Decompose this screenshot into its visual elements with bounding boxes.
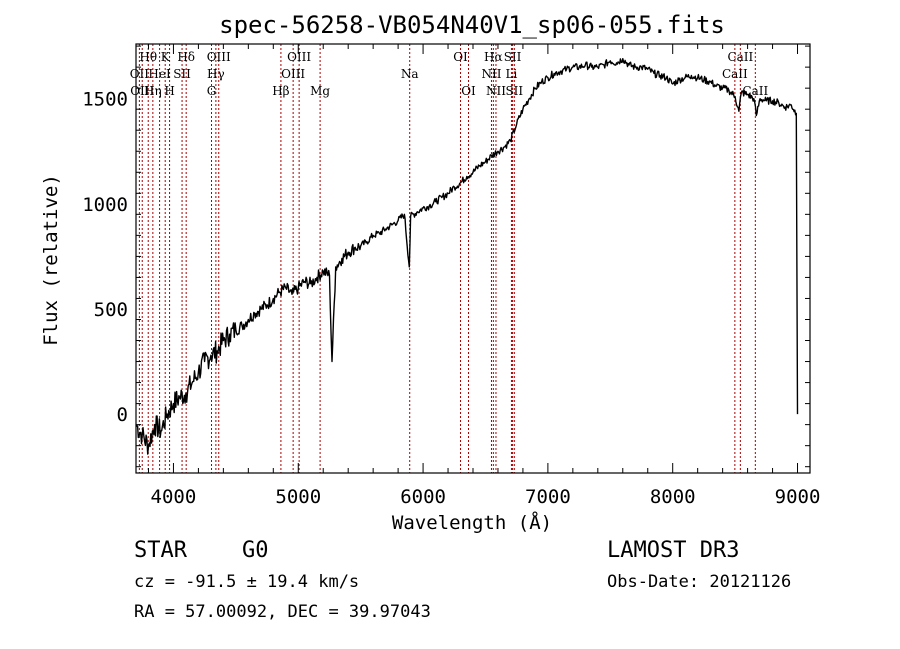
tick-label: 7000	[525, 486, 571, 508]
tick-label: 4000	[151, 486, 197, 508]
tick-label: 6000	[400, 486, 446, 508]
axis-ticks: 4000 5000 6000 7000 8000 9000 0 500 1000 1500	[82, 44, 820, 508]
spectral-line-label: SII	[173, 67, 191, 81]
spectral-line-label: Hθ	[139, 50, 157, 64]
survey-name: LAMOST DR3	[607, 538, 740, 563]
tick-label: 8000	[650, 486, 696, 508]
coordinates-text: RA = 57.00092, DEC = 39.97043	[134, 602, 431, 622]
object-class: STAR	[134, 538, 187, 563]
spectral-line-label: CaII	[742, 84, 768, 98]
tick-label: 5000	[275, 486, 321, 508]
spectral-line-label: NII	[486, 84, 506, 98]
tick-label: 1500	[82, 89, 128, 111]
spectral-line-label: OIII	[207, 50, 231, 64]
spectral-line-label: OI	[453, 50, 468, 64]
obs-date-text: Obs-Date: 20121126	[607, 572, 792, 592]
spectral-line-label: K	[161, 50, 171, 64]
spectral-line-label: Na	[401, 67, 419, 81]
spectral-line-label: OII	[130, 67, 150, 81]
spectral-line-label: G	[207, 84, 217, 98]
spectral-line-label: Mg	[310, 84, 330, 98]
spectral-line-label: NII	[481, 67, 501, 81]
spectral-line-label: Hβ	[272, 84, 289, 98]
tick-label: 1000	[82, 194, 128, 216]
spectral-line-label: H	[164, 84, 174, 98]
spectrum-line	[135, 58, 799, 455]
spectral-line-label: SII	[505, 84, 523, 98]
spectral-line-label: Li	[506, 67, 518, 81]
spectral-line-label: OI	[461, 84, 476, 98]
object-subclass: G0	[242, 538, 269, 563]
y-axis-label: Flux (relative)	[40, 174, 62, 346]
plot-frame	[135, 43, 811, 474]
chart-title: spec-56258-VB054N40V1_sp06-055.fits	[219, 11, 725, 39]
spectral-line-label: OIII	[130, 84, 154, 98]
spectral-line-label: Hγ	[207, 67, 225, 81]
spectral-line-label: Hδ	[177, 50, 195, 64]
redshift-text: cz = -91.5 ± 19.4 km/s	[134, 572, 360, 592]
tick-label: 0	[117, 404, 128, 426]
x-axis-label: Wavelength (Å)	[392, 511, 552, 534]
tick-label: 9000	[775, 486, 821, 508]
spectral-line-label: Hη	[144, 84, 162, 98]
spectral-line-label: OIII	[287, 50, 311, 64]
spectral-line-label: HeI	[148, 67, 171, 81]
spectral-line-label: Hα	[484, 50, 503, 64]
spectral-line-label: SII	[504, 50, 522, 64]
spectral-line-label: CaII	[727, 50, 753, 64]
spectral-line-label: OIII	[281, 67, 305, 81]
spectral-line-markers	[138, 44, 756, 473]
tick-label: 500	[94, 299, 128, 321]
spectral-line-label: CaII	[722, 67, 748, 81]
